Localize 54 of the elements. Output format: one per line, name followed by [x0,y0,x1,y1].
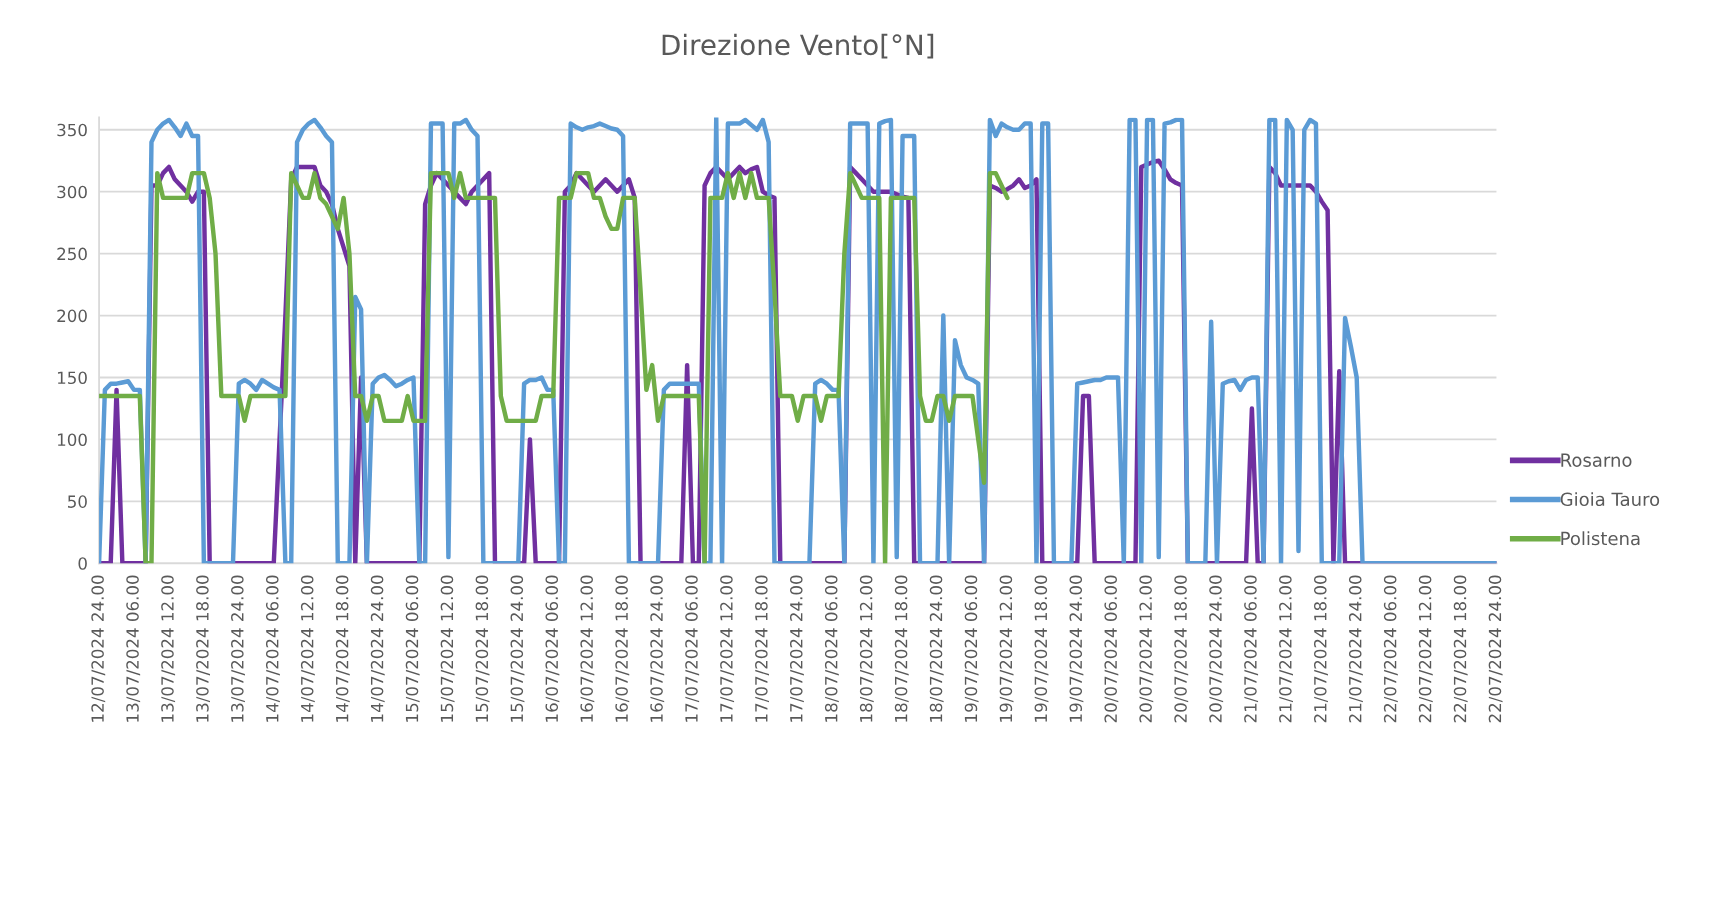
x-tick-label: 19/07/2024 06.00 [964,575,979,722]
x-tick-label: 16/07/2024 12.00 [580,575,595,722]
x-tick-label: 20/07/2024 24.00 [1209,575,1224,723]
x-tick-label: 17/07/2024 18.00 [755,575,769,722]
x-tick-label: 16/07/2024 06.00 [545,575,560,722]
x-tick-label: 13/07/2024 18.00 [196,575,211,722]
y-tick-label: 0 [78,557,87,570]
x-tick-label: 16/07/2024 18.00 [615,575,630,722]
x-tick-label: 12/07/2024 24.00 [91,575,106,722]
x-tick-label: 14/07/2024 06.00 [265,575,280,722]
x-tick-label: 14/07/2024 12.00 [300,575,315,722]
x-tick-label: 17/07/2024 12.00 [720,575,735,722]
x-tick-label: 14/07/2024 24.00 [370,575,385,722]
x-tick-label: 19/07/2024 18.00 [1034,575,1049,722]
x-tick-label: 18/07/2024 24.00 [929,575,944,722]
x-tick-label: 16/07/2024 24.00 [650,575,665,722]
x-tick-label: 21/07/2024 24.00 [1348,575,1363,723]
x-tick-label: 20/07/2024 18.00 [1174,575,1189,723]
x-tick-label: 15/07/2024 24.00 [510,575,525,722]
x-tick-label: 13/07/2024 12.00 [161,575,176,722]
legend-label: Polistena [1561,531,1640,546]
x-tick-label: 21/07/2024 06.00 [1244,575,1259,723]
x-tick-label: 20/07/2024 12.00 [1139,575,1154,723]
y-tick-label: 250 [57,247,87,261]
x-tick-label: 17/07/2024 06.00 [685,575,700,722]
x-tick-label: 14/07/2024 18.00 [335,575,350,722]
x-tick-label: 15/07/2024 18.00 [475,575,490,722]
legend-label: Gioia Tauro [1560,492,1660,507]
x-tick-label: 13/07/2024 06.00 [126,575,141,722]
x-tick-label: 22/07/2024 24.00 [1488,575,1503,723]
y-tick-label: 350 [57,123,87,137]
x-tick-label: 22/07/2024 12.00 [1418,575,1433,723]
x-tick-label: 17/07/2024 24.00 [789,575,804,722]
x-tick-label: 18/07/2024 18.00 [894,575,909,722]
legend-label: Rosarno [1561,453,1632,467]
x-tick-label: 18/07/2024 12.00 [859,575,874,722]
x-tick-label: 13/07/2024 24.00 [231,575,245,722]
x-tick-label: 15/07/2024 06.00 [405,575,420,722]
x-tick-label: 21/07/2024 12.00 [1279,575,1293,723]
y-tick-label: 100 [57,433,87,446]
y-tick-label: 200 [57,309,87,323]
x-tick-label: 22/07/2024 06.00 [1383,575,1398,723]
y-tick-label: 300 [57,185,87,199]
x-tick-label: 20/07/2024 06.00 [1104,575,1119,723]
chart-title: Direzione Vento[°N] [662,33,934,59]
y-tick-label: 50 [68,495,87,508]
y-tick-label: 150 [57,371,87,385]
x-tick-label: 22/07/2024 18.00 [1453,575,1468,723]
x-tick-label: 19/07/2024 12.00 [999,575,1014,722]
x-tick-label: 18/07/2024 06.00 [824,575,839,722]
x-tick-label: 19/07/2024 24.00 [1069,575,1084,722]
x-tick-label: 21/07/2024 18.00 [1314,575,1328,723]
x-tick-label: 15/07/2024 12.00 [440,575,455,722]
line-series [99,170,1010,564]
